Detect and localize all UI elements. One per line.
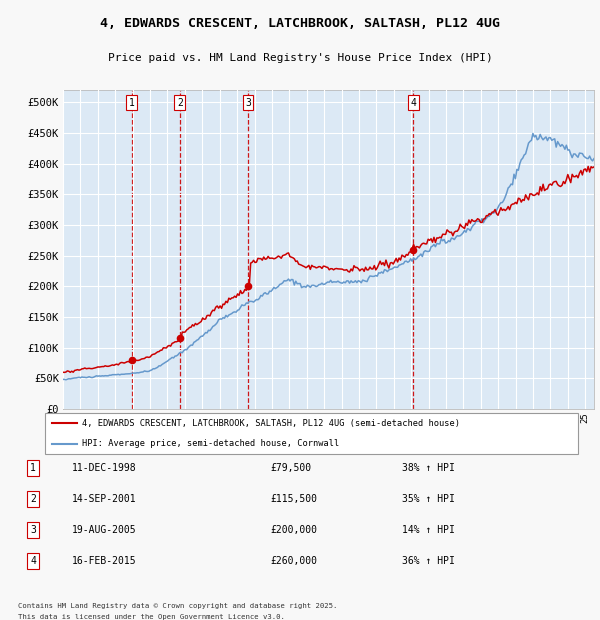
Text: 4: 4: [410, 98, 416, 108]
Text: 19-AUG-2005: 19-AUG-2005: [72, 525, 137, 535]
Text: 4, EDWARDS CRESCENT, LATCHBROOK, SALTASH, PL12 4UG: 4, EDWARDS CRESCENT, LATCHBROOK, SALTASH…: [100, 17, 500, 30]
Text: 4: 4: [30, 556, 36, 566]
Text: 2: 2: [30, 494, 36, 504]
Text: 16-FEB-2015: 16-FEB-2015: [72, 556, 137, 566]
Text: 1: 1: [128, 98, 134, 108]
Text: 11-DEC-1998: 11-DEC-1998: [72, 463, 137, 473]
Text: Contains HM Land Registry data © Crown copyright and database right 2025.: Contains HM Land Registry data © Crown c…: [18, 603, 337, 609]
Text: £200,000: £200,000: [270, 525, 317, 535]
Text: 2: 2: [177, 98, 183, 108]
Text: 1: 1: [30, 463, 36, 473]
Text: 14% ↑ HPI: 14% ↑ HPI: [402, 525, 455, 535]
Text: Price paid vs. HM Land Registry's House Price Index (HPI): Price paid vs. HM Land Registry's House …: [107, 53, 493, 63]
Text: 36% ↑ HPI: 36% ↑ HPI: [402, 556, 455, 566]
Text: 4, EDWARDS CRESCENT, LATCHBROOK, SALTASH, PL12 4UG (semi-detached house): 4, EDWARDS CRESCENT, LATCHBROOK, SALTASH…: [83, 418, 461, 428]
Text: 3: 3: [245, 98, 251, 108]
Text: £79,500: £79,500: [270, 463, 311, 473]
Text: This data is licensed under the Open Government Licence v3.0.: This data is licensed under the Open Gov…: [18, 614, 285, 620]
Text: 3: 3: [30, 525, 36, 535]
Text: 14-SEP-2001: 14-SEP-2001: [72, 494, 137, 504]
Text: £115,500: £115,500: [270, 494, 317, 504]
Text: 38% ↑ HPI: 38% ↑ HPI: [402, 463, 455, 473]
FancyBboxPatch shape: [45, 413, 578, 454]
Text: £260,000: £260,000: [270, 556, 317, 566]
Text: 35% ↑ HPI: 35% ↑ HPI: [402, 494, 455, 504]
Text: HPI: Average price, semi-detached house, Cornwall: HPI: Average price, semi-detached house,…: [83, 439, 340, 448]
